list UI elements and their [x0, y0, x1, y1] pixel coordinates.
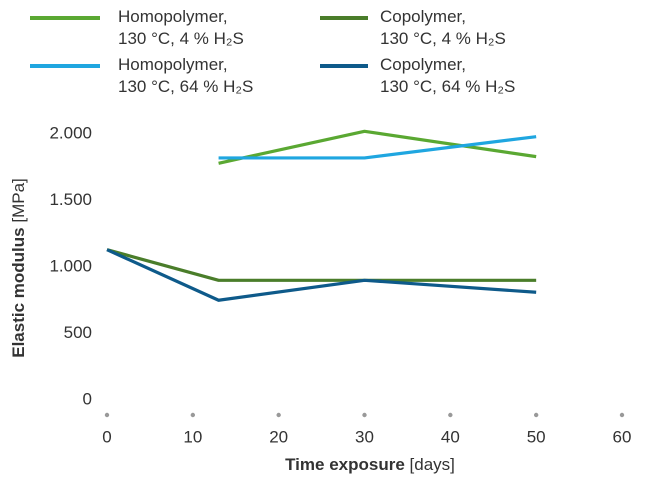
series-line — [106, 248, 537, 302]
y-tick-label: 0 — [83, 389, 92, 408]
y-tick-label: 1.500 — [49, 190, 92, 209]
x-axis-label: Time exposure — [285, 455, 405, 474]
legend-line: Homopolymer, — [118, 7, 232, 26]
x-tick-label: 40 — [441, 427, 460, 446]
x-tick-dot — [190, 412, 196, 418]
series-line — [106, 248, 537, 282]
x-tick-label: 0 — [102, 427, 111, 446]
x-tick-label: 30 — [355, 427, 374, 446]
legend-label: Copolymer, 130 °C, 64 % H₂S — [380, 55, 515, 96]
legend-line: Copolymer, — [380, 55, 471, 74]
x-tick-dot — [104, 412, 110, 418]
legend-label: Copolymer, 130 °C, 4 % H₂S — [380, 7, 506, 48]
x-tick-dot — [533, 412, 539, 418]
y-tick-label: 500 — [64, 323, 92, 342]
x-axis-unit: [days] — [410, 455, 455, 474]
y-axis-unit: [MPa] — [9, 178, 28, 222]
x-tick-dot — [448, 412, 453, 418]
legend-line: 130 °C, 4 % H₂S — [380, 29, 506, 48]
x-tick-dot — [362, 412, 367, 418]
legend-label: Homopolymer, 130 °C, 64 % H₂S — [118, 55, 253, 96]
x-axis-title: Time exposure [days] — [285, 455, 455, 474]
x-tick-label: 50 — [527, 427, 546, 446]
legend-line: Copolymer, — [380, 7, 471, 26]
y-tick-label: 2.000 — [49, 123, 92, 142]
legend-line: 130 °C, 64 % H₂S — [118, 77, 253, 96]
legend-line: 130 °C, 4 % H₂S — [118, 29, 244, 48]
x-tick-dot — [276, 412, 281, 418]
x-tick-dot — [619, 412, 625, 418]
series-line — [218, 129, 537, 165]
x-tick-label: 10 — [183, 427, 202, 446]
legend-label: Homopolymer, 130 °C, 4 % H₂S — [118, 7, 244, 48]
series-line — [218, 135, 537, 160]
legend-line: 130 °C, 64 % H₂S — [380, 77, 515, 96]
legend-line: Homopolymer, — [118, 55, 232, 74]
y-axis-title: Elastic modulus [MPa] — [9, 178, 28, 358]
x-tick-label: 20 — [269, 427, 288, 446]
y-tick-label: 1.000 — [49, 256, 92, 275]
x-tick-label: 60 — [613, 427, 632, 446]
y-axis-label: Elastic modulus — [9, 227, 28, 357]
